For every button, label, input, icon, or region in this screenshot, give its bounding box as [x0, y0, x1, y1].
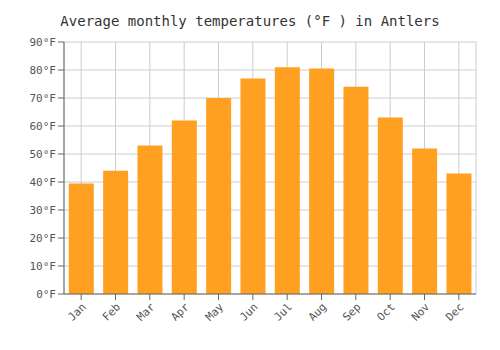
svg-text:Oct: Oct	[375, 300, 398, 323]
svg-text:Dec: Dec	[443, 300, 466, 323]
svg-text:40°F: 40°F	[30, 176, 57, 189]
svg-text:Sep: Sep	[340, 300, 363, 323]
svg-text:Feb: Feb	[100, 300, 123, 323]
svg-text:Apr: Apr	[169, 300, 193, 324]
svg-text:Mar: Mar	[134, 300, 158, 324]
svg-text:Aug: Aug	[306, 300, 329, 323]
svg-text:0°F: 0°F	[36, 288, 56, 301]
svg-text:Jun: Jun	[237, 300, 260, 323]
svg-text:May: May	[203, 300, 227, 324]
svg-text:Nov: Nov	[409, 300, 433, 324]
svg-text:50°F: 50°F	[30, 148, 57, 161]
svg-text:Jan: Jan	[66, 300, 89, 323]
svg-text:Jul: Jul	[272, 300, 295, 323]
html-text:Average monthly temperatures (: Average monthly temperatures (°F ) in An…	[60, 13, 440, 29]
svg-text:10°F: 10°F	[30, 260, 57, 273]
svg-text:90°F: 90°F	[30, 36, 57, 49]
svg-text:60°F: 60°F	[30, 120, 57, 133]
svg-text:30°F: 30°F	[30, 204, 57, 217]
svg-text:70°F: 70°F	[30, 92, 57, 105]
svg-text:20°F: 20°F	[30, 232, 57, 245]
svg-text:80°F: 80°F	[30, 64, 57, 77]
